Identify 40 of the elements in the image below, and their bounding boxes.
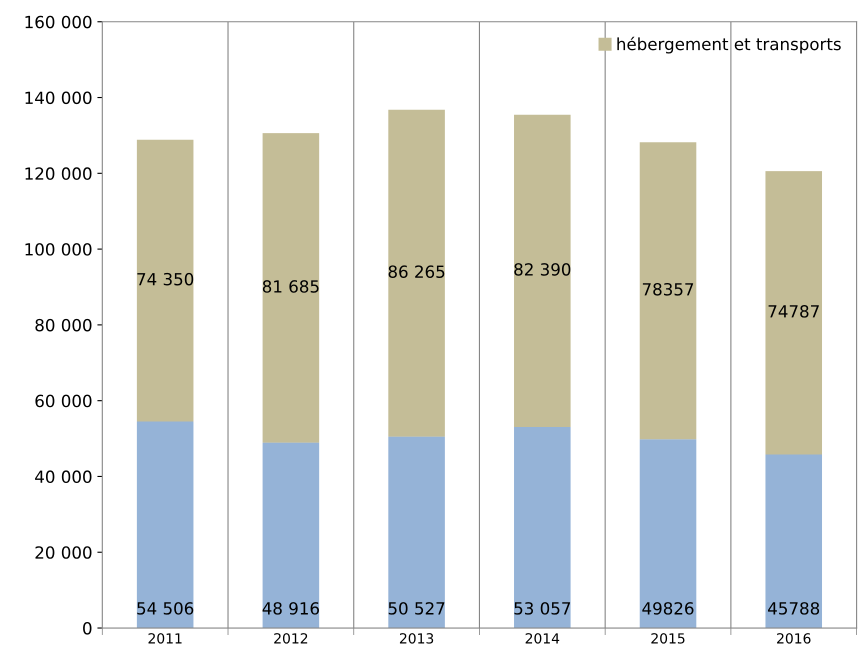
bar: [262, 442, 320, 628]
y-tick-label: 0: [83, 622, 92, 635]
data-label: 86 265: [388, 265, 444, 278]
x-tick-label: 2012: [274, 633, 308, 644]
bar: [514, 426, 571, 628]
x-tick-label: 2011: [148, 633, 182, 644]
y-tick-label: 60 000: [35, 394, 92, 408]
bar: [388, 436, 445, 628]
x-tick-label: 2014: [526, 633, 560, 644]
bar: [514, 114, 571, 427]
y-tick-label: 20 000: [35, 546, 92, 559]
bar: [136, 421, 194, 628]
data-label: 82 390: [514, 263, 570, 276]
bar: [765, 171, 822, 455]
data-label: 74 350: [137, 272, 194, 286]
data-label: 54 506: [137, 602, 194, 615]
y-tick-label: 40 000: [35, 470, 92, 484]
y-tick-label: 80 000: [35, 318, 92, 332]
legend-label: hébergement et transports: [617, 36, 841, 54]
data-label: 50 527: [388, 602, 444, 615]
data-label: 49826: [642, 602, 694, 615]
data-label: 81 685: [262, 280, 319, 293]
data-label: 74787: [768, 305, 819, 318]
bar: [388, 110, 445, 437]
y-tick-label: 140 000: [25, 91, 92, 104]
bar: [262, 133, 320, 443]
data-label: 53 057: [514, 602, 570, 615]
y-tick-label: 100 000: [25, 243, 92, 256]
y-tick-label: 120 000: [25, 167, 92, 180]
bar: [640, 439, 696, 628]
bar: [640, 142, 696, 440]
x-tick-label: 2013: [400, 633, 434, 644]
data-label: 45788: [768, 602, 820, 615]
x-tick-label: 2015: [651, 633, 684, 644]
bar: [765, 454, 822, 628]
data-label: 48 916: [262, 602, 319, 615]
y-tick-label: 160 000: [25, 16, 92, 28]
x-tick-label: 2016: [777, 633, 811, 644]
bar: [136, 140, 194, 422]
data-label: 78357: [642, 282, 694, 296]
